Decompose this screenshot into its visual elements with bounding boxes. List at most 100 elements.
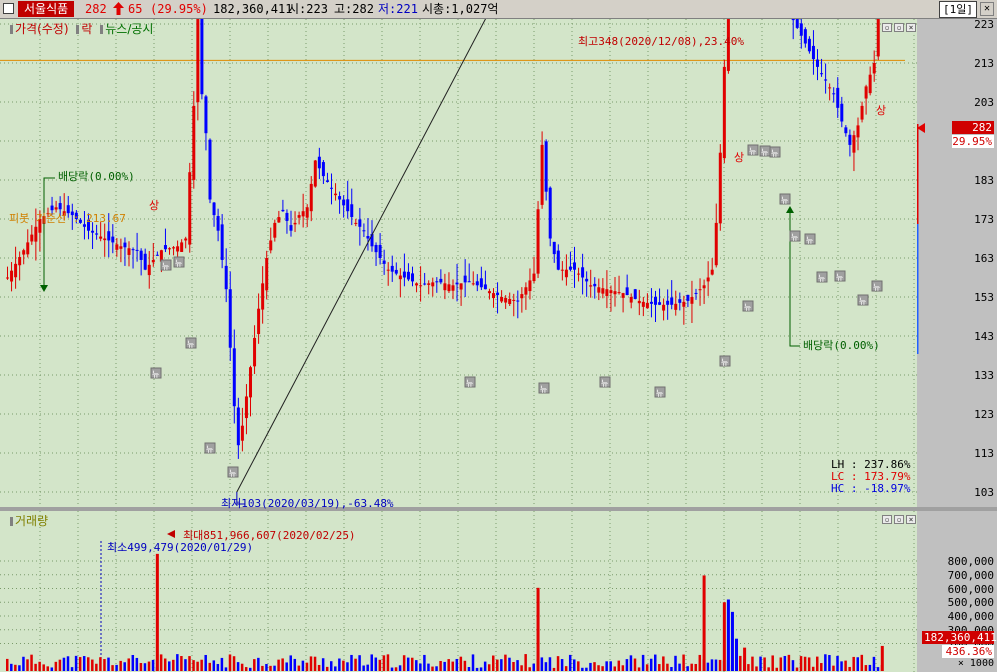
candle-body	[455, 282, 459, 285]
price-legend: 가격(수정) 락 뉴스/공시	[10, 22, 153, 36]
volume-bar	[726, 599, 730, 671]
candle-body	[512, 299, 516, 301]
news-icon[interactable]: 뉴	[719, 355, 731, 367]
volume-bar	[127, 658, 130, 671]
candle-body	[82, 224, 86, 227]
news-icon[interactable]: 뉴	[804, 233, 816, 245]
legend-volume[interactable]: 거래량	[15, 514, 49, 528]
candle-body	[645, 302, 649, 309]
news-icon[interactable]: 뉴	[759, 145, 771, 157]
candle-body	[196, 19, 200, 103]
close-panel-icon[interactable]: ×	[906, 515, 916, 524]
volume-bar	[621, 665, 625, 671]
candle-body	[633, 289, 637, 299]
volume-bar	[220, 657, 224, 671]
candle-body	[285, 212, 289, 221]
volume-bar	[848, 666, 851, 671]
news-icon[interactable]: 뉴	[747, 144, 759, 156]
candle-body	[281, 209, 285, 212]
volume-bar	[151, 659, 155, 671]
news-icon[interactable]: 뉴	[464, 376, 476, 388]
volume-bar	[787, 654, 791, 671]
volume-bar	[876, 667, 880, 671]
news-icon[interactable]: 뉴	[173, 256, 185, 268]
volume-bar	[378, 659, 382, 671]
volume-bar	[38, 661, 41, 671]
news-icon[interactable]: 뉴	[599, 376, 611, 388]
volume-bar	[832, 665, 835, 671]
close-panel-icon[interactable]: ×	[906, 23, 916, 32]
volume-y-tick: 400,000	[947, 610, 994, 623]
candle-body	[508, 298, 512, 305]
close-icon[interactable]: ✕	[980, 2, 994, 16]
volume-bar	[568, 654, 572, 671]
candle-body	[649, 301, 653, 304]
volume-bar	[852, 656, 855, 671]
candle-body	[666, 300, 670, 305]
news-icon[interactable]: 뉴	[834, 270, 846, 282]
candle-body	[427, 283, 431, 285]
candle-body	[556, 250, 560, 270]
candle-body	[451, 285, 455, 291]
news-icon[interactable]: 뉴	[769, 146, 781, 158]
candle-body	[811, 45, 815, 60]
volume-panel[interactable]	[0, 511, 917, 672]
volume-bar	[253, 659, 256, 671]
svg-text:뉴: 뉴	[761, 148, 768, 157]
volume-bar	[483, 661, 487, 671]
legend-price[interactable]: 가격(수정)	[15, 22, 69, 36]
volume-bar	[277, 659, 280, 671]
news-icon[interactable]: 뉴	[160, 259, 172, 271]
news-icon[interactable]: 뉴	[150, 367, 162, 379]
candle-body	[119, 246, 123, 249]
panel-divider[interactable]	[0, 507, 997, 511]
volume-legend: 거래량	[10, 514, 48, 528]
legend-news[interactable]: 뉴스/공시	[105, 22, 154, 36]
volume-bar	[419, 663, 422, 671]
volume-bar	[471, 654, 475, 671]
news-icon[interactable]: 뉴	[654, 386, 666, 398]
candle-body	[439, 278, 443, 283]
maximize-panel-icon[interactable]: ▫	[894, 515, 904, 524]
volume-bar	[111, 665, 114, 671]
news-icon[interactable]: 뉴	[204, 442, 216, 454]
candle-body	[406, 271, 410, 280]
market-cap: 시총:1,027억	[422, 2, 499, 16]
news-icon[interactable]: 뉴	[779, 193, 791, 205]
volume-bar	[305, 662, 309, 671]
maximize-panel-icon[interactable]: ▫	[894, 23, 904, 32]
candle-body	[431, 282, 435, 287]
up-arrow-icon	[113, 2, 124, 16]
news-icon[interactable]: 뉴	[857, 294, 869, 306]
svg-text:뉴: 뉴	[771, 149, 778, 158]
news-icon[interactable]: 뉴	[538, 382, 550, 394]
news-icon[interactable]: 뉴	[742, 300, 754, 312]
volume-bar	[459, 656, 463, 671]
volume-bar	[828, 655, 831, 671]
news-icon[interactable]: 뉴	[227, 466, 239, 478]
volume-bar	[257, 657, 260, 671]
volume-bar	[508, 657, 511, 671]
trend-line[interactable]	[236, 19, 739, 493]
price-change-pct: (29.95%)	[150, 2, 208, 16]
select-checkbox[interactable]	[3, 3, 14, 14]
price-y-tick: 213	[974, 57, 994, 70]
candle-body	[876, 19, 880, 57]
volume-bar	[54, 661, 58, 671]
news-icon[interactable]: 뉴	[185, 337, 197, 349]
candle-body	[378, 244, 382, 258]
volume-bar	[520, 665, 523, 671]
candle-body	[200, 19, 204, 95]
volume-bar	[467, 667, 471, 671]
news-icon[interactable]: 뉴	[871, 280, 883, 292]
minimize-panel-icon[interactable]: ▫	[882, 515, 892, 524]
volume-bar	[743, 647, 747, 671]
legend-ex-div[interactable]: 락	[81, 22, 93, 36]
candle-body	[30, 234, 34, 242]
minimize-panel-icon[interactable]: ▫	[882, 23, 892, 32]
stock-name-badge[interactable]: 서울식품	[18, 1, 75, 17]
news-icon[interactable]: 뉴	[816, 271, 828, 283]
period-selector[interactable]: [1일]	[939, 1, 977, 18]
news-icon[interactable]: 뉴	[789, 230, 801, 242]
